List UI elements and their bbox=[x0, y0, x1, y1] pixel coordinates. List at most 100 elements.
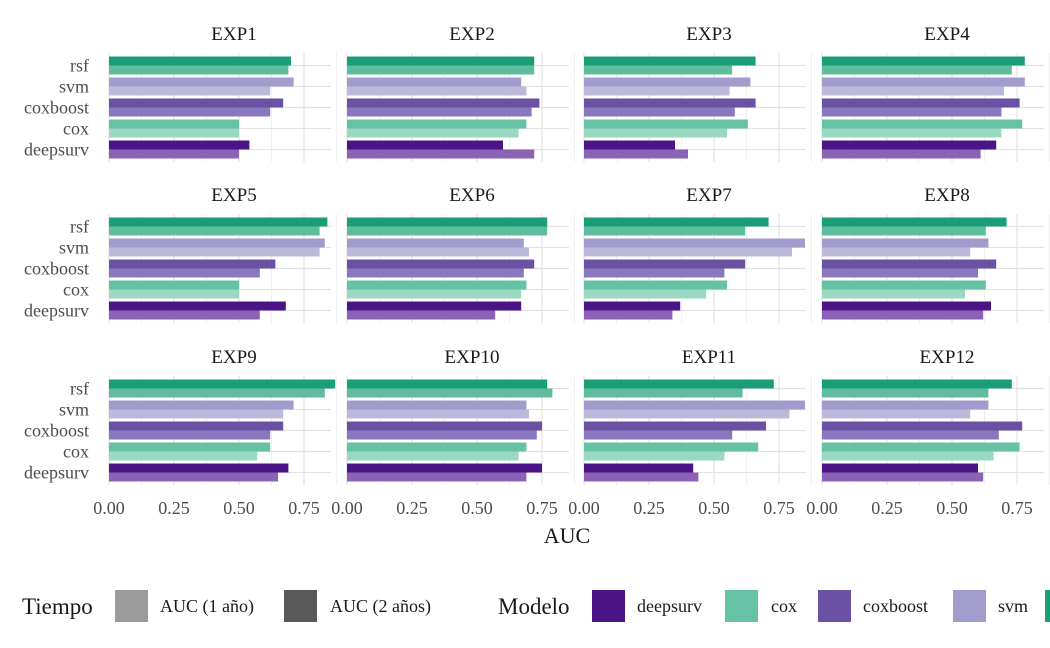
facet-exp8: EXP8 bbox=[821, 185, 1050, 323]
x-axis-title: AUC bbox=[544, 523, 590, 548]
facet-exp3: EXP3 bbox=[583, 24, 812, 162]
bar-exp5-coxboost-1y bbox=[109, 268, 260, 278]
y-tick-label: deepsurv bbox=[24, 463, 89, 483]
bar-exp5-rsf-1y bbox=[109, 226, 320, 236]
bar-exp10-cox-2y bbox=[347, 442, 527, 452]
bar-exp11-rsf-1y bbox=[584, 388, 743, 398]
x-tick-label: 0.75 bbox=[526, 498, 558, 518]
bar-exp7-cox-1y bbox=[584, 289, 707, 299]
bar-exp2-cox-1y bbox=[347, 128, 519, 138]
facet-exp2: EXP2 bbox=[346, 24, 575, 162]
x-tick-label: 0.25 bbox=[396, 498, 428, 518]
bar-exp2-deepsurv-1y bbox=[347, 149, 535, 159]
bar-exp2-rsf-1y bbox=[347, 65, 535, 75]
bar-exp6-cox-1y bbox=[347, 289, 522, 299]
bar-exp7-svm-1y bbox=[584, 247, 792, 257]
x-tick-label: 0.50 bbox=[936, 498, 968, 518]
facet-title: EXP3 bbox=[686, 24, 731, 45]
facet-exp12: EXP12 bbox=[821, 347, 1050, 485]
legend-label: deepsurv bbox=[637, 596, 702, 616]
y-tick-label: cox bbox=[63, 442, 89, 462]
legend-key-auc-2-a-os bbox=[284, 590, 317, 622]
x-tick-label: 0.50 bbox=[698, 498, 730, 518]
facet-title: EXP6 bbox=[449, 185, 494, 206]
x-tick-label: 0.25 bbox=[871, 498, 903, 518]
bar-exp10-rsf-2y bbox=[347, 379, 548, 389]
bar-exp10-rsf-1y bbox=[347, 388, 553, 398]
legend-label: cox bbox=[771, 596, 797, 616]
bar-exp4-rsf-2y bbox=[822, 56, 1025, 66]
y-tick-label: svm bbox=[59, 77, 89, 97]
facet-title: EXP11 bbox=[682, 347, 736, 368]
y-tick-label: coxboost bbox=[24, 259, 89, 279]
bar-exp4-deepsurv-1y bbox=[822, 149, 981, 159]
bar-exp1-cox-1y bbox=[109, 128, 239, 138]
bar-exp1-coxboost-1y bbox=[109, 107, 271, 117]
bar-exp9-coxboost-2y bbox=[109, 421, 284, 431]
legend-title: Tiempo bbox=[22, 594, 93, 619]
bar-exp10-cox-1y bbox=[347, 451, 519, 461]
bar-exp3-deepsurv-2y bbox=[584, 140, 675, 150]
legend-title: Modelo bbox=[498, 594, 570, 619]
bar-exp1-cox-2y bbox=[109, 119, 239, 129]
bar-exp3-svm-2y bbox=[584, 77, 751, 87]
bar-exp7-rsf-2y bbox=[584, 217, 769, 227]
bar-exp3-rsf-1y bbox=[584, 65, 733, 75]
bar-exp12-cox-2y bbox=[822, 442, 1020, 452]
x-tick-label: 0.75 bbox=[763, 498, 795, 518]
bar-exp9-deepsurv-2y bbox=[109, 463, 289, 473]
bar-exp3-cox-1y bbox=[584, 128, 727, 138]
bar-exp9-cox-1y bbox=[109, 451, 258, 461]
bar-exp5-cox-1y bbox=[109, 289, 239, 299]
bar-exp1-rsf-1y bbox=[109, 65, 289, 75]
bar-exp6-svm-2y bbox=[347, 238, 524, 248]
legend-key-svm bbox=[953, 590, 986, 622]
bar-exp4-svm-2y bbox=[822, 77, 1025, 87]
bar-exp12-svm-2y bbox=[822, 400, 989, 410]
bar-exp5-svm-2y bbox=[109, 238, 325, 248]
x-tick-label: 0.50 bbox=[223, 498, 255, 518]
facet-title: EXP1 bbox=[211, 24, 256, 45]
x-tick-label: 0.00 bbox=[568, 498, 600, 518]
bar-exp10-svm-1y bbox=[347, 409, 529, 419]
x-tick-label: 0.00 bbox=[331, 498, 363, 518]
bar-exp12-cox-1y bbox=[822, 451, 994, 461]
y-tick-label: rsf bbox=[70, 379, 89, 399]
bar-exp5-coxboost-2y bbox=[109, 259, 276, 269]
bar-exp11-cox-2y bbox=[584, 442, 759, 452]
bar-exp10-svm-2y bbox=[347, 400, 527, 410]
bar-exp11-deepsurv-1y bbox=[584, 472, 699, 482]
y-tick-label: deepsurv bbox=[24, 140, 89, 160]
bar-exp11-rsf-2y bbox=[584, 379, 774, 389]
bar-exp12-coxboost-1y bbox=[822, 430, 999, 440]
y-tick-label: cox bbox=[63, 280, 89, 300]
bar-exp1-svm-1y bbox=[109, 86, 271, 96]
bar-exp6-coxboost-1y bbox=[347, 268, 524, 278]
bar-exp12-rsf-2y bbox=[822, 379, 1012, 389]
bar-exp2-svm-1y bbox=[347, 86, 527, 96]
bar-exp8-svm-1y bbox=[822, 247, 971, 257]
bar-exp8-svm-2y bbox=[822, 238, 989, 248]
bar-exp2-rsf-2y bbox=[347, 56, 535, 66]
bar-exp12-rsf-1y bbox=[822, 388, 989, 398]
bar-exp7-coxboost-2y bbox=[584, 259, 746, 269]
bar-exp2-coxboost-1y bbox=[347, 107, 532, 117]
bar-exp6-coxboost-2y bbox=[347, 259, 535, 269]
bar-exp1-deepsurv-2y bbox=[109, 140, 250, 150]
bar-exp10-coxboost-1y bbox=[347, 430, 537, 440]
bar-exp3-deepsurv-1y bbox=[584, 149, 688, 159]
x-tick-label: 0.00 bbox=[806, 498, 838, 518]
x-tick-label: 0.25 bbox=[158, 498, 190, 518]
bar-exp1-svm-2y bbox=[109, 77, 294, 87]
bar-exp4-cox-2y bbox=[822, 119, 1023, 129]
bar-exp9-cox-2y bbox=[109, 442, 271, 452]
bar-exp1-rsf-2y bbox=[109, 56, 291, 66]
bar-exp1-coxboost-2y bbox=[109, 98, 284, 108]
bar-exp11-deepsurv-2y bbox=[584, 463, 694, 473]
bar-exp12-coxboost-2y bbox=[822, 421, 1023, 431]
bar-exp6-rsf-2y bbox=[347, 217, 548, 227]
x-tick-label: 0.75 bbox=[1001, 498, 1033, 518]
bar-exp10-deepsurv-2y bbox=[347, 463, 542, 473]
bar-exp7-deepsurv-2y bbox=[584, 301, 681, 311]
